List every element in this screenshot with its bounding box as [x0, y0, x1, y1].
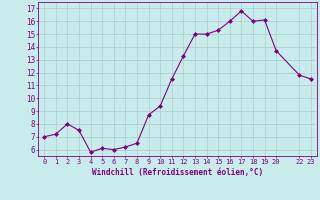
- X-axis label: Windchill (Refroidissement éolien,°C): Windchill (Refroidissement éolien,°C): [92, 168, 263, 177]
